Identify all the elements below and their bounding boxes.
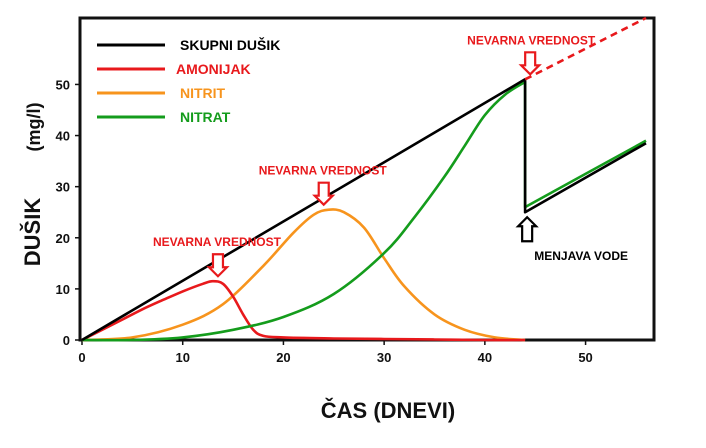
x-tick-label: 30 (377, 350, 391, 365)
y-tick-label: 0 (63, 333, 70, 348)
danger-arrow-icon (206, 253, 230, 278)
legend-total-nitrogen-label: SKUPNI DUŠIK (180, 36, 280, 53)
water-change-label: MENJAVA VODE (534, 249, 628, 263)
nitrate-line (81, 80, 647, 342)
total-nitrogen-line (81, 78, 647, 342)
projected-total-nitrogen-line (524, 16, 647, 81)
water-change-arrow-icon (515, 215, 539, 243)
x-tick-label: 50 (578, 350, 592, 365)
y-tick-label: 50 (56, 77, 70, 92)
legend-nitrate-label: NITRAT (180, 109, 231, 125)
legend-ammonia-label: AMONIJAK (176, 61, 251, 77)
danger-arrow-icon (312, 181, 336, 207)
y-axis-unit: (mg/l) (24, 103, 44, 152)
danger-arrow-icon (518, 51, 542, 76)
y-tick-label: 20 (56, 231, 70, 246)
y-tick-label: 30 (56, 180, 70, 195)
x-tick-label: 40 (478, 350, 492, 365)
x-axis-title: ČAS (DNEVI) (321, 398, 455, 423)
danger-value-label: NEVARNA VREDNOST (467, 33, 596, 47)
ammonia-line (81, 279, 526, 342)
x-tick-label: 0 (78, 350, 85, 365)
legend-nitrite-label: NITRIT (180, 85, 226, 101)
y-tick-label: 10 (56, 282, 70, 297)
x-tick-label: 20 (276, 350, 290, 365)
danger-value-label: NEVARNA VREDNOST (153, 235, 282, 249)
y-axis-title: DUŠIK (20, 198, 45, 267)
y-tick-label: 40 (56, 129, 70, 144)
nitrite-line (81, 208, 526, 342)
x-tick-label: 10 (175, 350, 189, 365)
danger-value-label: NEVARNA VREDNOST (259, 164, 388, 178)
